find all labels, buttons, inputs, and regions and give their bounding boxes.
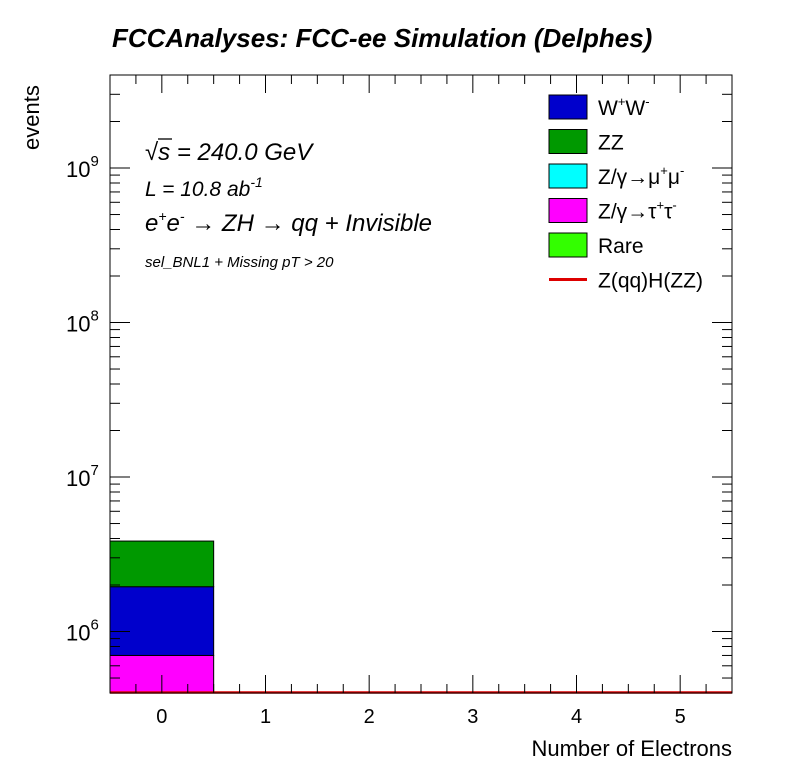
x-axis-label: Number of Electrons bbox=[531, 736, 732, 761]
y-tick-label: 108 bbox=[66, 308, 99, 337]
y-tick-label: 107 bbox=[66, 462, 99, 491]
legend-label: Z/γ→τ+τ- bbox=[598, 198, 677, 224]
legend-label: Z(qq)H(ZZ) bbox=[598, 270, 703, 293]
x-tick-label: 2 bbox=[364, 706, 375, 728]
x-tick-label: 1 bbox=[260, 706, 271, 728]
y-axis-label: events bbox=[19, 85, 44, 150]
legend-swatch bbox=[548, 94, 588, 120]
legend-label: W+W- bbox=[598, 94, 650, 120]
bar-ww-bin-0 bbox=[109, 586, 215, 656]
annotation-luminosity: L = 10.8 ab-1 bbox=[145, 174, 263, 201]
x-tick-label: 3 bbox=[467, 706, 478, 728]
legend-swatch bbox=[548, 198, 588, 223]
legend-swatch bbox=[548, 129, 588, 154]
legend-label: Rare bbox=[598, 235, 644, 258]
legend-label: Z/γ→μ+μ- bbox=[598, 163, 684, 189]
y-tick-label: 109 bbox=[66, 153, 99, 182]
sqrt-symbol: √ bbox=[145, 139, 159, 166]
legend-swatch bbox=[548, 232, 588, 258]
sqrt-s-value: = 240.0 GeV bbox=[170, 139, 314, 166]
annotation-selection: sel_BNL1 + Missing pT > 20 bbox=[145, 254, 334, 271]
sqrt-s-variable: s bbox=[158, 139, 170, 166]
y-tick-label: 106 bbox=[66, 617, 99, 646]
chart-title: FCCAnalyses: FCC-ee Simulation (Delphes) bbox=[112, 23, 652, 53]
legend-swatch bbox=[548, 163, 588, 189]
lumi-value: L = 10.8 ab bbox=[145, 178, 251, 201]
legend: W+W- ZZ Z/γ→μ+μ- Z/γ→τ+τ- Rare Z(qq)H(ZZ) bbox=[548, 94, 703, 293]
x-axis: 0 1 2 3 4 5 bbox=[135, 75, 707, 728]
x-tick-label: 4 bbox=[571, 706, 582, 728]
x-tick-label: 5 bbox=[675, 706, 686, 728]
annotation-process: e+e- → ZH → qq + Invisible bbox=[145, 208, 432, 237]
x-tick-label: 0 bbox=[156, 706, 167, 728]
legend-label: ZZ bbox=[598, 132, 624, 155]
bar-zz-bin-0 bbox=[109, 540, 215, 588]
bars-layer bbox=[109, 540, 215, 694]
annotation-sqrt-s: √s = 240.0 GeV bbox=[145, 139, 314, 166]
y-axis: 106 107 108 109 bbox=[66, 74, 732, 694]
lumi-exponent: -1 bbox=[250, 174, 262, 190]
